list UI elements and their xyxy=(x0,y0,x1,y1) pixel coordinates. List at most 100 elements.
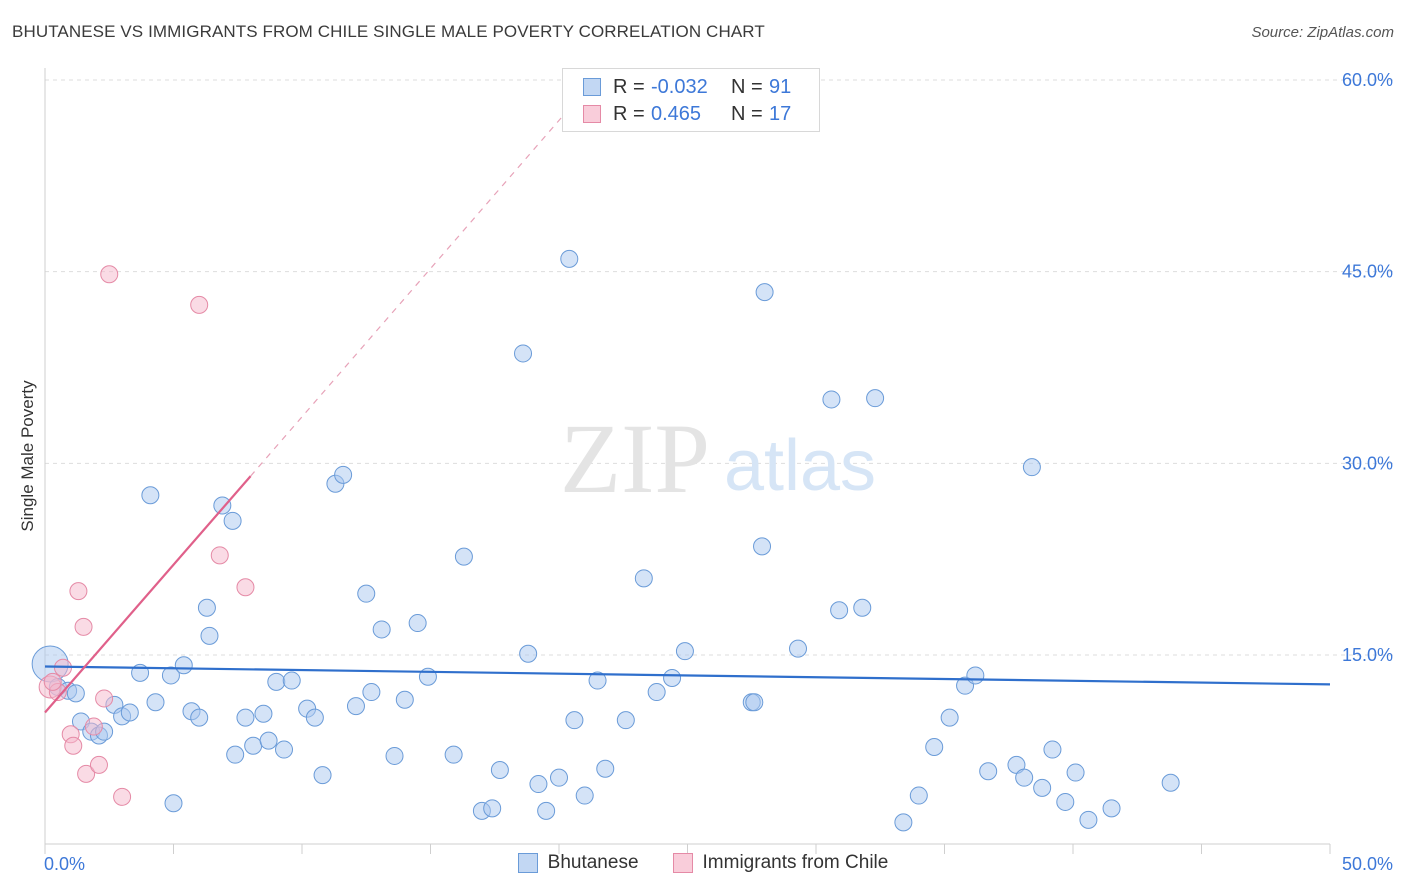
bhutanese-point xyxy=(537,801,556,820)
chart-title: BHUTANESE VS IMMIGRANTS FROM CHILE SINGL… xyxy=(12,22,765,41)
chile-point xyxy=(190,295,209,314)
n-label: N = xyxy=(731,102,763,125)
r-label: R = xyxy=(613,75,645,98)
legend-item-bhutanese[interactable]: Bhutanese xyxy=(517,852,639,874)
bhutanese-point xyxy=(866,389,885,408)
chile-point xyxy=(113,787,132,806)
chile-point xyxy=(74,617,93,636)
bhutanese-point xyxy=(822,390,841,409)
bhutanese-swatch xyxy=(583,78,601,96)
bhutanese-point xyxy=(1079,810,1098,829)
trend-lines xyxy=(44,105,1331,714)
chile-trend-extension xyxy=(250,105,573,477)
bhutanese-point xyxy=(1043,740,1062,759)
n-value: 91 xyxy=(769,75,792,98)
legend-label: Bhutanese xyxy=(547,852,639,873)
bhutanese-point xyxy=(161,666,180,685)
n-value: 17 xyxy=(769,102,792,125)
bhutanese-point xyxy=(244,736,263,755)
r-label: R = xyxy=(613,102,645,125)
bhutanese-point xyxy=(197,598,216,617)
n-label: N = xyxy=(731,75,763,98)
chile-point xyxy=(236,578,255,597)
bhutanese-point xyxy=(565,711,584,730)
chile-swatch xyxy=(672,853,693,873)
x-tick-label: 50.0% xyxy=(1342,854,1393,874)
x-tick-label: 0.0% xyxy=(44,854,85,874)
bhutanese-point xyxy=(346,697,365,716)
bhutanese-point xyxy=(616,711,635,730)
chile-point xyxy=(100,265,119,284)
bhutanese-point xyxy=(174,656,193,675)
chile-points xyxy=(38,265,255,806)
bhutanese-point xyxy=(1033,778,1052,797)
bhutanese-point xyxy=(254,704,273,723)
correlation-legend: R = -0.032 N = 91 R = 0.465 N = 17 xyxy=(562,68,820,132)
chile-point xyxy=(210,546,229,565)
bhutanese-point xyxy=(444,745,463,764)
grid-lines xyxy=(45,79,1395,656)
y-tick-label: 45.0% xyxy=(1342,262,1393,282)
bhutanese-point xyxy=(753,537,772,556)
bhutanese-point xyxy=(634,569,653,588)
bhutanese-point xyxy=(588,671,607,690)
bhutanese-point xyxy=(519,644,538,663)
bhutanese-point xyxy=(362,683,381,702)
watermark-atlas: atlas xyxy=(724,426,876,506)
source-label: Source: ZipAtlas.com xyxy=(1251,24,1394,41)
bhutanese-point xyxy=(966,666,985,685)
bhutanese-point xyxy=(226,745,245,764)
legend-row-bhutanese: R = -0.032 N = 91 xyxy=(583,75,791,99)
chile-trend-line xyxy=(44,475,252,714)
bhutanese-point xyxy=(755,283,774,302)
bhutanese-point xyxy=(745,693,764,712)
bhutanese-point xyxy=(259,731,278,750)
bhutanese-point xyxy=(1022,458,1041,477)
bhutanese-point xyxy=(647,683,666,702)
bhutanese-point xyxy=(663,669,682,687)
legend-label: Immigrants from Chile xyxy=(702,852,889,873)
legend-item-chile[interactable]: Immigrants from Chile xyxy=(672,852,889,874)
bhutanese-point xyxy=(1015,768,1034,787)
chile-point xyxy=(95,689,114,708)
bhutanese-point xyxy=(575,786,594,805)
bhutanese-point xyxy=(925,738,944,756)
bhutanese-point xyxy=(830,601,849,620)
bhutanese-point xyxy=(385,746,404,765)
axes xyxy=(44,68,1331,854)
bhutanese-point xyxy=(596,759,615,778)
bhutanese-point xyxy=(1161,773,1180,792)
bhutanese-point xyxy=(979,762,998,781)
bhutanese-trend-line xyxy=(44,665,1331,686)
bhutanese-point xyxy=(550,768,568,787)
bhutanese-point xyxy=(313,766,332,785)
bhutanese-point xyxy=(454,547,473,566)
bhutanese-point xyxy=(560,249,579,268)
chile-swatch xyxy=(583,105,601,123)
chile-point xyxy=(84,717,103,736)
bhutanese-point xyxy=(853,598,872,617)
y-tick-label: 30.0% xyxy=(1342,453,1393,473)
watermark-zip: ZIP xyxy=(560,403,710,514)
bhutanese-point xyxy=(267,672,286,691)
bhutanese-point xyxy=(190,708,209,727)
bhutanese-point xyxy=(305,708,324,727)
bhutanese-point xyxy=(357,584,376,603)
chile-point xyxy=(64,736,83,755)
r-value: 0.465 xyxy=(651,102,702,125)
bhutanese-point xyxy=(894,813,913,832)
bhutanese-point xyxy=(1056,792,1075,811)
bhutanese-point xyxy=(146,693,165,712)
tick-labels: 15.0% 30.0% 45.0% 60.0% 0.0% 50.0% xyxy=(44,70,1393,874)
bhutanese-point xyxy=(120,703,139,722)
bhutanese-point xyxy=(675,642,694,661)
bhutanese-point xyxy=(236,708,255,727)
bhutanese-point xyxy=(141,486,160,505)
bhutanese-point xyxy=(514,344,533,363)
y-tick-label: 60.0% xyxy=(1342,70,1393,90)
r-value: -0.032 xyxy=(651,75,708,98)
bhutanese-point xyxy=(483,799,502,818)
bhutanese-point xyxy=(490,761,509,779)
bhutanese-point xyxy=(395,690,414,709)
